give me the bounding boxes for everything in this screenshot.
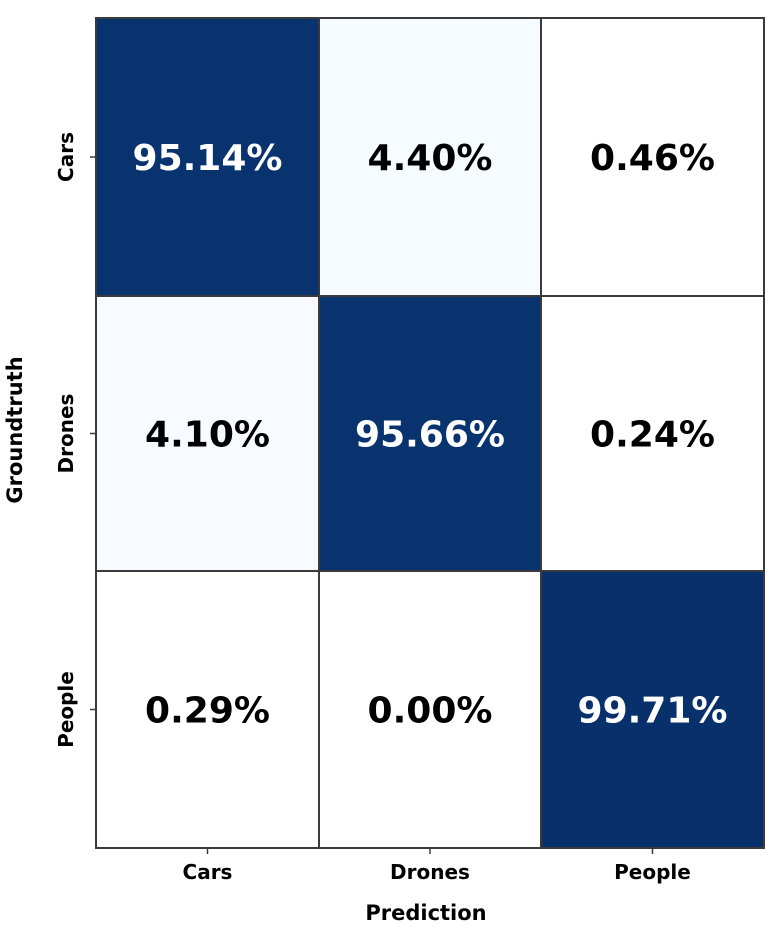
cell-value-1-1: 95.66%: [355, 415, 505, 456]
x-tick-label: Cars: [183, 860, 233, 884]
cell-1-0: [95, 295, 320, 572]
x-axis-label: Prediction: [365, 901, 486, 925]
cell-value-0-1: 4.40%: [368, 138, 493, 179]
matrix-cells: 95.14% 4.40% 0.46% 4.10% 95.66% 0.24% 0.29% 0.0…: [95, 17, 765, 849]
cell-value-2-0: 0.29%: [145, 691, 270, 732]
cell-value-1-2: 0.24%: [590, 415, 715, 456]
y-tick-label: People: [54, 671, 78, 748]
cell-value-2-2: 99.71%: [578, 691, 728, 732]
y-tick-labels: Cars Drones People: [54, 132, 96, 748]
y-tick-label: Cars: [54, 132, 78, 182]
y-tick-label: Drones: [54, 394, 78, 474]
cell-2-1: [318, 570, 542, 849]
cell-0-2: [540, 17, 765, 297]
y-axis-label: Groundtruth: [3, 356, 27, 503]
x-tick-labels: Cars Drones People: [183, 848, 691, 884]
cell-0-1: [318, 17, 542, 297]
cell-value-1-0: 4.10%: [145, 415, 270, 456]
x-tick-label: People: [614, 860, 691, 884]
cell-value-0-0: 95.14%: [133, 138, 283, 179]
cell-1-1: [318, 295, 542, 572]
x-tick-label: Drones: [390, 860, 470, 884]
cell-value-2-1: 0.00%: [368, 691, 493, 732]
cell-0-0: [95, 17, 320, 297]
cell-value-0-2: 0.46%: [590, 138, 715, 179]
cell-1-2: [540, 295, 765, 572]
